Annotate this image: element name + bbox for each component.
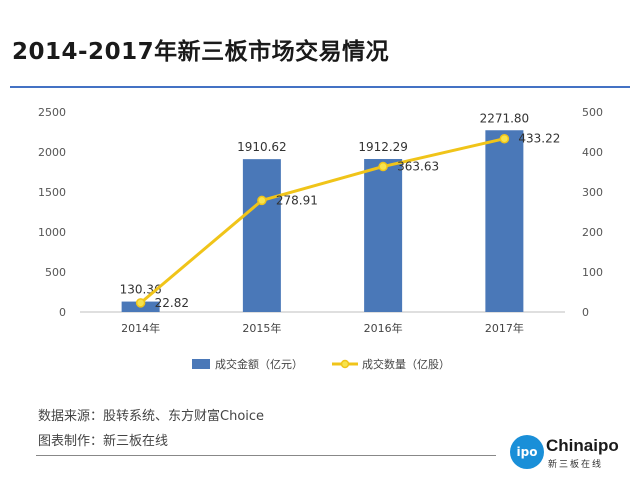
x-tick-label: 2015年 (242, 321, 281, 335)
line-point (378, 161, 388, 172)
title-divider (10, 86, 630, 88)
y-left-tick-label: 2500 (38, 106, 66, 119)
footer-divider (36, 455, 496, 456)
legend-swatch-marker (340, 359, 350, 369)
y-left-tick-label: 1500 (38, 186, 66, 199)
y-right-tick-label: 300 (582, 186, 603, 199)
y-right-tick-label: 500 (582, 106, 603, 119)
y-left-tick-label: 2000 (38, 146, 66, 159)
bar-value-label: 1910.62 (237, 140, 287, 154)
y-right-tick-label: 200 (582, 226, 603, 239)
legend-label-bar: 成交金额（亿元） (215, 357, 303, 371)
line-point (499, 133, 510, 144)
legend-label-line: 成交数量（亿股） (362, 357, 450, 371)
y-right-tick-label: 0 (582, 306, 589, 319)
chart-maker-note: 图表制作：新三板在线 (38, 434, 169, 449)
y-right-tick-label: 100 (582, 266, 603, 279)
y-left-tick-label: 0 (59, 306, 66, 319)
logo-subtitle: 新三板在线 (548, 460, 604, 470)
line-value-label: 22.82 (155, 296, 189, 310)
x-tick-label: 2016年 (364, 321, 403, 335)
x-tick-label: 2014年 (121, 321, 160, 335)
logo-mark: ipo (510, 435, 544, 469)
bar (485, 130, 524, 312)
legend-swatch-bar (192, 359, 210, 369)
logo-wordmark: Chinaipo (546, 436, 619, 455)
line-value-label: 278.91 (276, 193, 318, 207)
bar (242, 159, 281, 312)
bar-value-label: 1912.29 (358, 140, 408, 154)
bar (364, 159, 403, 312)
y-left-tick-label: 1000 (38, 226, 66, 239)
chart-area: 0 500 1000 1500 2000 2500 0 100 200 300 400 500 130.… (0, 92, 640, 392)
line-point (257, 195, 267, 206)
bar-value-label: 2271.80 (480, 111, 530, 125)
line-series (139, 137, 505, 305)
line-value-label: 363.63 (397, 160, 439, 174)
line-point (135, 298, 146, 308)
combo-chart: 050010001500200025000100200300400500130.… (38, 106, 603, 371)
y-right-tick-label: 400 (582, 146, 603, 159)
x-tick-label: 2017年 (485, 321, 524, 335)
data-source-note: 数据来源：股转系统、东方财富Choice (38, 409, 265, 424)
chart-title: 2014-2017年新三板市场交易情况 (12, 39, 390, 65)
y-left-tick-label: 500 (45, 266, 66, 279)
line-value-label: 433.22 (518, 132, 560, 146)
chinaipo-logo: ipo Chinaipo 新三板在线 (510, 435, 630, 475)
